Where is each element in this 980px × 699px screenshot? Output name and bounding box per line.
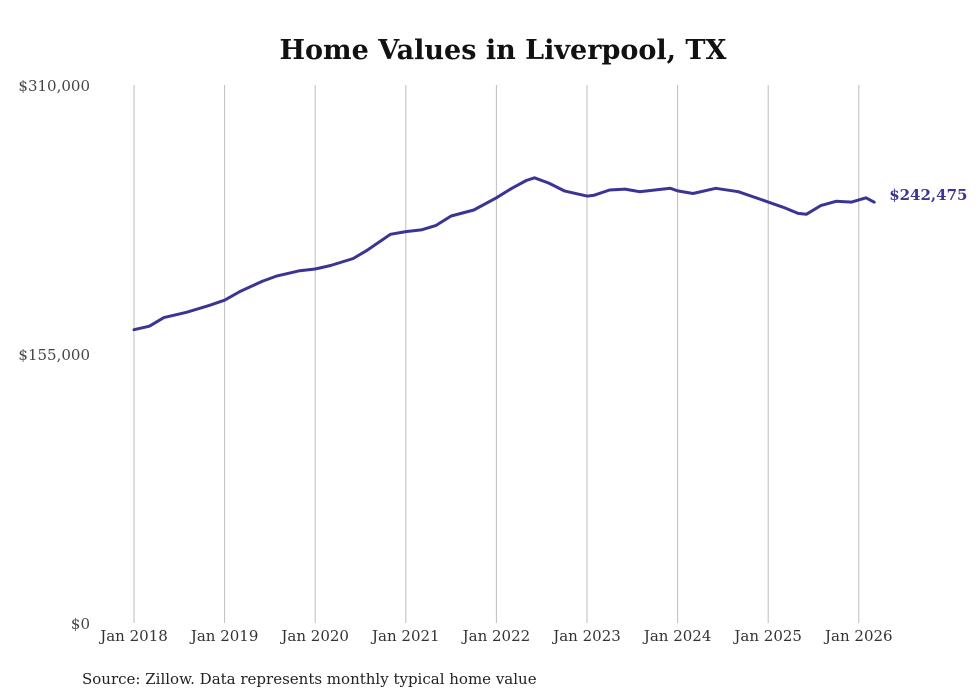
y-tick-label: $310,000 <box>18 77 90 95</box>
x-tick-label: Jan 2022 <box>461 627 531 645</box>
x-axis: Jan 2018 Jan 2019 Jan 2020 Jan 2021 Jan 2022… <box>98 85 893 645</box>
x-tick-label: Jan 2018 <box>98 627 168 645</box>
x-tick-label: Jan 2023 <box>551 627 621 645</box>
series-line <box>132 176 876 332</box>
x-tick-label: Jan 2019 <box>189 627 259 645</box>
chart-title: Home Values in Liverpool, TX <box>280 35 727 66</box>
y-tick-label: $0 <box>71 615 90 633</box>
end-value-label: $242,475 <box>889 186 967 204</box>
plot-area: $242,475 <box>132 176 967 332</box>
y-axis: $0 $155,000 $310,000 <box>18 77 90 633</box>
source-note: Source: Zillow. Data represents monthly … <box>82 670 537 688</box>
x-tick-label: Jan 2020 <box>279 627 349 645</box>
x-tick-label: Jan 2024 <box>642 627 712 645</box>
x-tick-label: Jan 2021 <box>370 627 440 645</box>
x-tick-label: Jan 2026 <box>823 627 893 645</box>
x-tick-label: Jan 2025 <box>732 627 802 645</box>
y-tick-label: $155,000 <box>18 346 90 364</box>
